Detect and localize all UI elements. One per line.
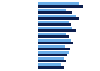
Bar — [38, 27, 72, 29]
Bar — [38, 42, 73, 44]
Bar — [38, 2, 79, 5]
Bar — [38, 54, 67, 56]
Bar — [38, 39, 71, 42]
Bar — [38, 36, 68, 38]
Bar — [38, 33, 66, 36]
Bar — [38, 5, 83, 8]
Bar — [38, 45, 65, 48]
Bar — [38, 9, 66, 11]
Bar — [38, 51, 68, 54]
Bar — [38, 21, 68, 23]
Bar — [38, 29, 76, 32]
Bar — [38, 17, 79, 20]
Bar — [38, 66, 64, 69]
Bar — [38, 15, 76, 17]
Bar — [38, 48, 70, 50]
Bar — [38, 57, 64, 60]
Bar — [38, 63, 62, 66]
Bar — [38, 60, 66, 62]
Bar — [38, 11, 72, 14]
Bar — [38, 23, 71, 26]
